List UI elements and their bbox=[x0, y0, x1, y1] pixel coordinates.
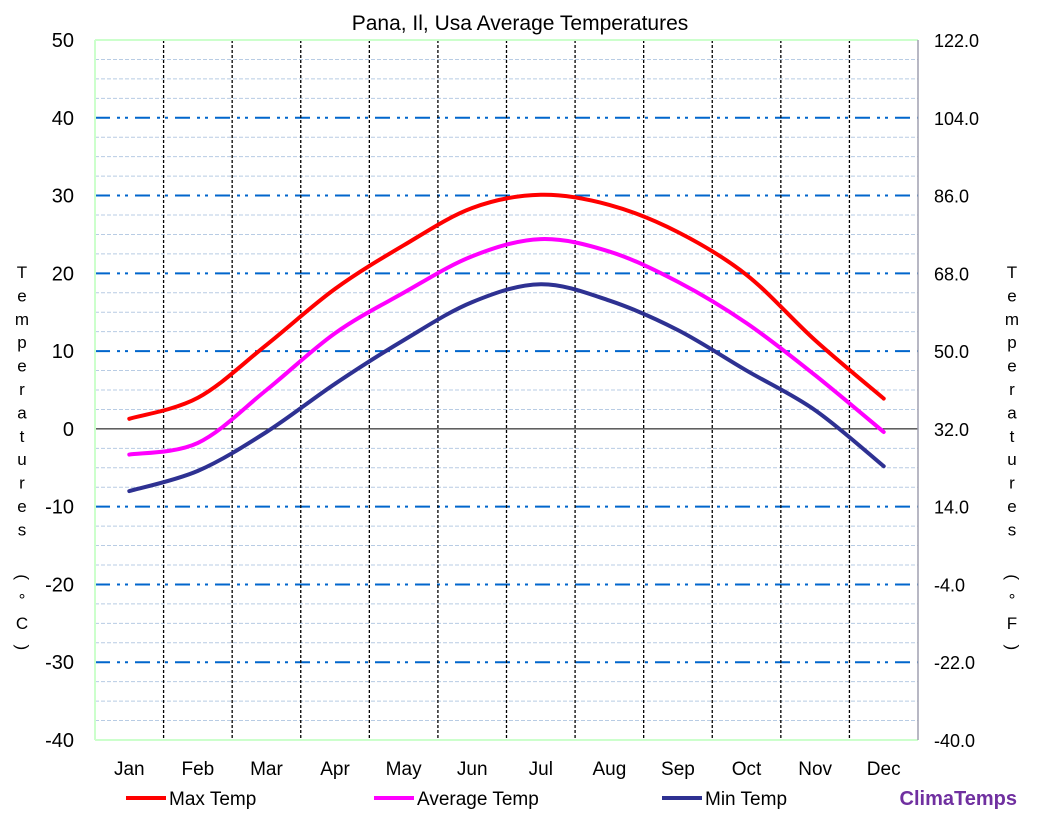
y-right-axis-title-char: F bbox=[1007, 614, 1017, 633]
y-tick-label: 30 bbox=[52, 186, 74, 208]
series-line-min-temp bbox=[127, 282, 886, 494]
x-tick-label: Apr bbox=[320, 759, 350, 780]
y-axis-title-char: u bbox=[17, 450, 26, 469]
y-axis-title-char: C bbox=[16, 614, 28, 633]
x-tick-label: Jul bbox=[529, 759, 553, 780]
legend-label-max-temp: Max Temp bbox=[169, 789, 256, 810]
y-axis-title-char: a bbox=[17, 403, 27, 422]
y-right-axis-title-char: ° bbox=[1009, 591, 1016, 610]
y-axis-title-char: r bbox=[19, 380, 25, 399]
y-right-axis-title-char: r bbox=[1009, 474, 1015, 493]
y-right-axis-title-char: a bbox=[1007, 403, 1017, 422]
y-axis-title-char: m bbox=[15, 310, 29, 329]
y-axis-title-char: t bbox=[20, 427, 25, 446]
y-right-tick-label: 32.0 bbox=[934, 420, 969, 440]
y-axis-title-char: ( bbox=[13, 574, 32, 580]
x-tick-label: Jun bbox=[457, 759, 488, 780]
y-right-axis-title-char: r bbox=[1009, 380, 1015, 399]
series-line-average-temp bbox=[127, 237, 886, 457]
y-right-tick-label: 14.0 bbox=[934, 498, 969, 518]
y-right-tick-label: 104.0 bbox=[934, 109, 979, 129]
legend-label-min-temp: Min Temp bbox=[705, 789, 787, 810]
x-tick-label: Dec bbox=[867, 759, 901, 780]
y-tick-label: -10 bbox=[45, 497, 74, 519]
y-axis-title-char: e bbox=[17, 497, 26, 516]
x-tick-label: Oct bbox=[732, 759, 762, 780]
y-tick-label: -40 bbox=[45, 730, 74, 752]
y-right-axis-title-char: t bbox=[1010, 427, 1015, 446]
y-right-axis-title-char: m bbox=[1005, 310, 1019, 329]
chart-title: Pana, Il, Usa Average Temperatures bbox=[352, 12, 689, 35]
y-right-axis-title-char: s bbox=[1008, 520, 1017, 539]
y-axis-title-char: s bbox=[18, 520, 27, 539]
y-right-axis-title-char: u bbox=[1007, 450, 1016, 469]
y-axis-title-char: ) bbox=[13, 645, 32, 651]
y-axis-title-char: e bbox=[17, 286, 26, 305]
y-tick-label: 40 bbox=[52, 108, 74, 130]
y-tick-label: 0 bbox=[63, 419, 74, 441]
y-right-tick-label: -4.0 bbox=[934, 575, 965, 595]
y-right-tick-label: -40.0 bbox=[934, 731, 975, 751]
y-right-tick-label: -22.0 bbox=[934, 653, 975, 673]
x-tick-label: May bbox=[386, 759, 422, 780]
y-right-tick-label: 50.0 bbox=[934, 342, 969, 362]
x-tick-label: Nov bbox=[798, 759, 832, 780]
y-tick-label: -30 bbox=[45, 652, 74, 674]
y-tick-label: 20 bbox=[52, 263, 74, 285]
y-right-axis-title-char: ) bbox=[1003, 645, 1022, 651]
x-tick-label: Aug bbox=[592, 759, 626, 780]
y-axis-title-char: r bbox=[19, 474, 25, 493]
y-axis-title-char: ° bbox=[19, 591, 26, 610]
y-axis-title-char: e bbox=[17, 357, 26, 376]
y-right-tick-label: 68.0 bbox=[934, 264, 969, 284]
legend-label-average-temp: Average Temp bbox=[417, 789, 539, 810]
y-tick-label: 50 bbox=[52, 30, 74, 52]
x-tick-label: Mar bbox=[250, 759, 283, 780]
y-axis-title-char: T bbox=[17, 263, 27, 282]
series-line-max-temp bbox=[127, 192, 886, 421]
y-right-tick-label: 86.0 bbox=[934, 187, 969, 207]
y-right-axis-title-char: p bbox=[1007, 333, 1016, 352]
y-right-tick-label: 122.0 bbox=[934, 31, 979, 51]
x-tick-label: Jan bbox=[114, 759, 145, 780]
y-right-axis-title-char: e bbox=[1007, 286, 1016, 305]
y-right-axis-title-char: ( bbox=[1003, 574, 1022, 580]
y-right-axis-title-char: e bbox=[1007, 357, 1016, 376]
brand-logo: ClimaTemps bbox=[900, 788, 1017, 810]
y-right-axis-title-char: T bbox=[1007, 263, 1017, 282]
y-right-axis-title-char: e bbox=[1007, 497, 1016, 516]
x-tick-label: Sep bbox=[661, 759, 695, 780]
x-tick-label: Feb bbox=[182, 759, 215, 780]
y-axis-title-char: p bbox=[17, 333, 26, 352]
y-tick-label: 10 bbox=[52, 341, 74, 363]
y-tick-label: -20 bbox=[45, 574, 74, 596]
